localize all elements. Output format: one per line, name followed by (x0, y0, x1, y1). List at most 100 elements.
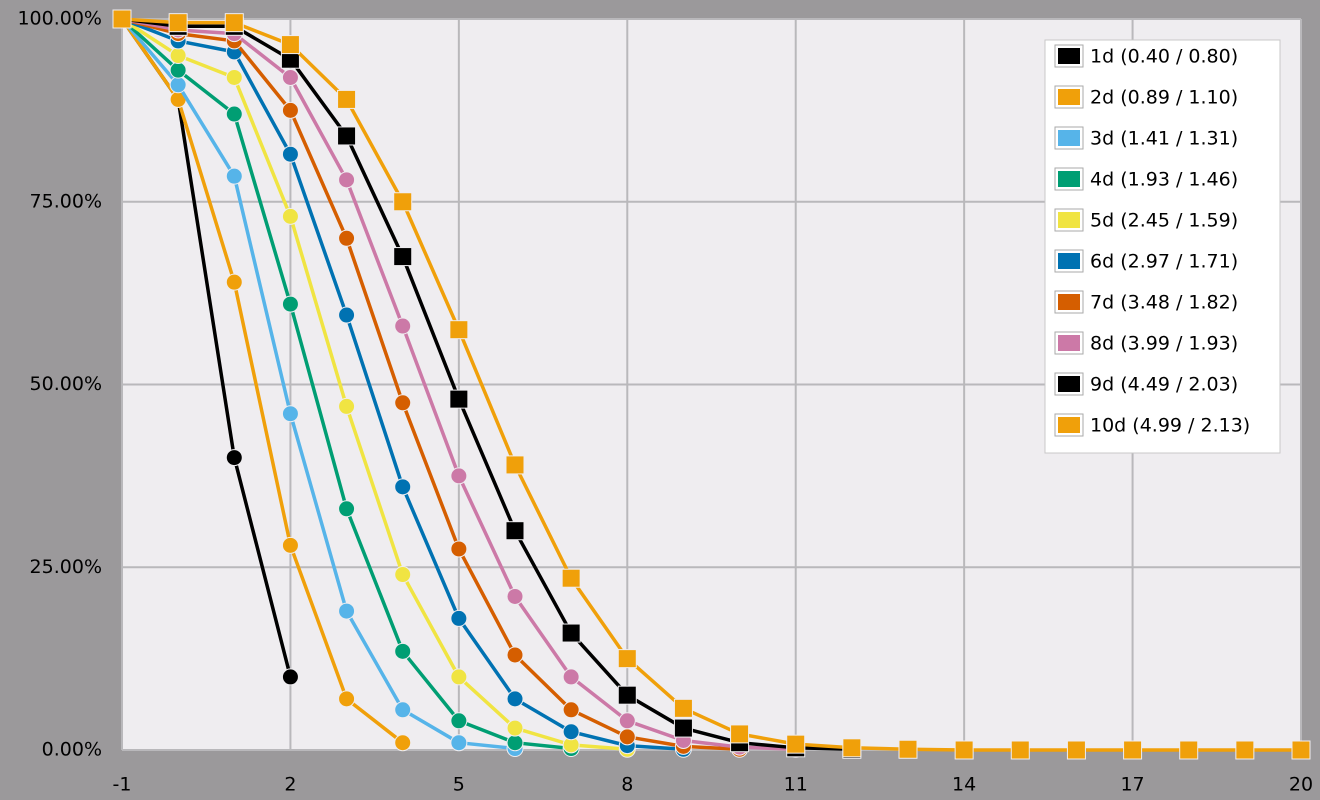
marker (842, 738, 862, 758)
legend-swatch-fill (1058, 171, 1080, 187)
legend-label: 10d (4.99 / 2.13) (1090, 415, 1250, 437)
marker (450, 734, 468, 752)
marker (393, 192, 413, 212)
marker (394, 566, 412, 584)
legend-swatch-fill (1058, 48, 1080, 64)
marker (338, 171, 356, 189)
legend-label: 6d (2.97 / 1.71) (1090, 251, 1238, 273)
y-tick-label: 0.00% (42, 739, 102, 761)
marker (618, 728, 636, 746)
legend-box (1044, 39, 1281, 454)
marker (224, 13, 244, 33)
marker (618, 712, 636, 730)
marker (337, 89, 357, 109)
marker (786, 734, 806, 754)
legend-label: 8d (3.99 / 1.93) (1090, 333, 1238, 355)
legend-label: 4d (1.93 / 1.46) (1090, 169, 1238, 191)
marker (1235, 740, 1255, 760)
x-tick-label: 2 (284, 774, 296, 796)
marker (449, 389, 469, 409)
marker (1010, 740, 1030, 760)
legend: 1d (0.40 / 0.80) 2d (0.89 / 1.10) 3d (1.41… (1044, 39, 1281, 454)
legend-label: 5d (2.45 / 1.59) (1090, 210, 1238, 232)
series-line (121, 17, 628, 752)
marker (394, 734, 412, 752)
marker (1179, 740, 1199, 760)
marker (338, 397, 356, 415)
y-tick-label: 100.00% (17, 8, 102, 30)
marker (506, 690, 524, 708)
marker (112, 9, 132, 29)
legend-swatch-fill (1058, 212, 1080, 228)
marker (1123, 740, 1143, 760)
marker (450, 712, 468, 730)
legend-swatch-fill (1058, 294, 1080, 310)
marker (506, 719, 524, 737)
marker (562, 668, 580, 686)
marker (338, 690, 356, 708)
y-tick-label: 25.00% (30, 556, 102, 578)
marker (169, 61, 187, 79)
legend-label: 7d (3.48 / 1.82) (1090, 292, 1238, 314)
marker (394, 394, 412, 412)
x-tick-label: 8 (621, 774, 633, 796)
marker (450, 467, 468, 485)
marker (338, 306, 356, 324)
marker (225, 105, 243, 123)
marker (505, 455, 525, 475)
legend-label: 1d (0.40 / 0.80) (1090, 46, 1238, 68)
marker (394, 701, 412, 719)
marker (394, 317, 412, 335)
marker (730, 724, 750, 744)
x-tick-label: 17 (1120, 774, 1144, 796)
marker (393, 247, 413, 267)
x-tick-label: 11 (784, 774, 808, 796)
marker (394, 478, 412, 496)
marker (280, 35, 300, 55)
marker (450, 609, 468, 627)
marker (506, 587, 524, 605)
series-line (120, 17, 516, 751)
marker (561, 568, 581, 588)
marker (1066, 740, 1086, 760)
marker (169, 47, 187, 65)
marker (450, 668, 468, 686)
marker (281, 207, 299, 225)
marker (617, 649, 637, 669)
x-tick-label: 14 (952, 774, 976, 796)
marker (562, 701, 580, 719)
x-tick-label: 5 (453, 774, 465, 796)
legend-swatch-fill (1058, 417, 1080, 433)
marker (506, 646, 524, 664)
marker (225, 273, 243, 291)
x-tick-label: -1 (113, 774, 132, 796)
legend-swatch-fill (1058, 335, 1080, 351)
marker (338, 229, 356, 247)
marker (168, 13, 188, 33)
marker (394, 642, 412, 660)
legend-label: 9d (4.49 / 2.03) (1090, 374, 1238, 396)
marker (898, 739, 918, 759)
marker (281, 101, 299, 119)
legend-swatch-fill (1058, 89, 1080, 105)
marker (561, 623, 581, 643)
marker (449, 320, 469, 340)
marker (337, 126, 357, 146)
y-tick-label: 50.00% (30, 373, 102, 395)
marker (562, 723, 580, 741)
marker (338, 602, 356, 620)
marker (281, 295, 299, 313)
marker (225, 68, 243, 86)
marker (281, 405, 299, 423)
legend-swatch-fill (1058, 376, 1080, 392)
legend-label: 2d (0.89 / 1.10) (1090, 87, 1238, 109)
marker (617, 685, 637, 705)
marker (1291, 740, 1311, 760)
legend-swatch-fill (1058, 130, 1080, 146)
series-line (121, 17, 740, 752)
series-line (121, 17, 1301, 752)
x-tick-label: 20 (1289, 774, 1313, 796)
legend-swatch-fill (1058, 253, 1080, 269)
marker (506, 734, 524, 752)
